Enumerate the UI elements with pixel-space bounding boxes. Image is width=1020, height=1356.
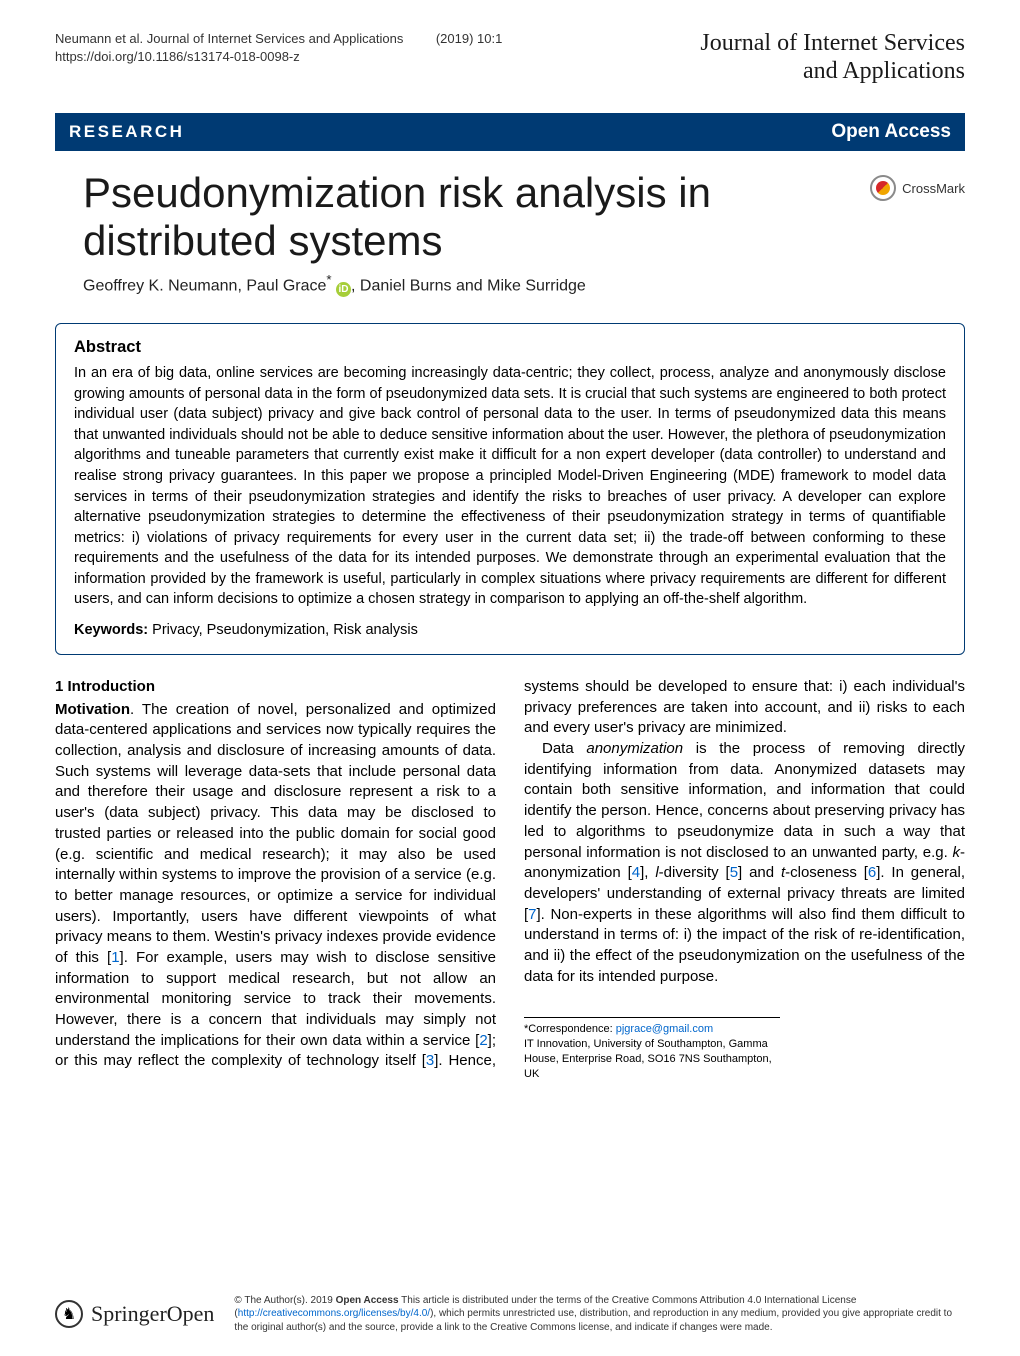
orcid-icon[interactable]: iD: [336, 282, 351, 297]
correspondence-label: *Correspondence:: [524, 1023, 616, 1035]
ref-link-1[interactable]: 1: [111, 949, 119, 966]
running-citation: Neumann et al. Journal of Internet Servi…: [55, 30, 502, 66]
authors-part-1: Geoffrey K. Neumann, Paul Grace: [83, 277, 326, 294]
article-title: Pseudonymization risk analysis in distri…: [55, 169, 775, 266]
crossmark-badge[interactable]: CrossMark: [870, 175, 965, 201]
correspondence-affiliation: IT Innovation, University of Southampton…: [524, 1038, 772, 1080]
ref-link-6[interactable]: 6: [868, 864, 876, 881]
license-url[interactable]: http://creativecommons.org/licenses/by/4…: [238, 1308, 430, 1319]
journal-line-1: Journal of Internet Services: [700, 30, 965, 56]
author-list: Geoffrey K. Neumann, Paul Grace* iD, Dan…: [55, 272, 965, 297]
abstract-box: Abstract In an era of big data, online s…: [55, 323, 965, 655]
crossmark-label: CrossMark: [902, 181, 965, 196]
article-body: 1 Introduction Motivation. The creation …: [55, 677, 965, 1082]
ref-link-7[interactable]: 7: [528, 906, 536, 923]
springer-open-logo: ♞ SpringerOpen: [55, 1300, 214, 1328]
springer-mark-icon: ♞: [55, 1300, 83, 1328]
abstract-text: In an era of big data, online services a…: [74, 363, 946, 610]
article-type-label: RESEARCH: [69, 122, 184, 142]
page-footer: ♞ SpringerOpen © The Author(s). 2019 Ope…: [0, 1294, 1020, 1335]
term-anonymization: anonymization: [586, 740, 683, 757]
corresponding-mark: *: [326, 272, 331, 287]
keywords-text: Privacy, Pseudonymization, Risk analysis: [148, 622, 418, 638]
crossmark-icon: [870, 175, 896, 201]
citation-authors-journal: Neumann et al. Journal of Internet Servi…: [55, 31, 403, 46]
springer-text: SpringerOpen: [91, 1301, 214, 1327]
citation-issue: (2019) 10:1: [436, 31, 503, 46]
open-access-bold: Open Access: [336, 1295, 399, 1306]
open-access-label: Open Access: [831, 121, 951, 143]
correspondence-block: *Correspondence: pjgrace@gmail.com IT In…: [524, 1017, 780, 1081]
authors-part-2: , Daniel Burns and Mike Surridge: [351, 277, 586, 294]
journal-name: Journal of Internet Services and Applica…: [700, 30, 965, 85]
ref-link-5[interactable]: 5: [730, 864, 738, 881]
abstract-heading: Abstract: [74, 338, 946, 357]
section-banner: RESEARCH Open Access: [55, 113, 965, 151]
motivation-label: Motivation: [55, 701, 130, 718]
section-heading-introduction: 1 Introduction: [55, 677, 496, 698]
correspondence-email[interactable]: pjgrace@gmail.com: [616, 1023, 713, 1035]
running-header: Neumann et al. Journal of Internet Servi…: [55, 30, 965, 85]
journal-line-2: and Applications: [803, 58, 965, 84]
keywords-label: Keywords:: [74, 622, 148, 638]
intro-paragraph-2: Data anonymization is the process of rem…: [524, 739, 965, 987]
ref-link-2[interactable]: 2: [479, 1032, 487, 1049]
keywords: Keywords: Privacy, Pseudonymization, Ris…: [74, 622, 946, 638]
citation-doi: https://doi.org/10.1186/s13174-018-0098-…: [55, 49, 300, 64]
ref-link-3[interactable]: 3: [426, 1052, 434, 1069]
license-text: © The Author(s). 2019 Open Access This a…: [234, 1294, 965, 1335]
ref-link-4[interactable]: 4: [632, 864, 640, 881]
